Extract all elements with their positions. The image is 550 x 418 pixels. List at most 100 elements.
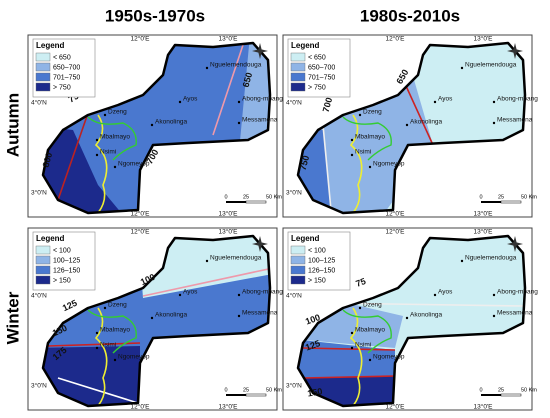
town-marker xyxy=(95,153,99,157)
town-marker xyxy=(95,331,99,335)
town-label: Ngomeyop xyxy=(373,354,405,361)
town-marker xyxy=(237,293,241,297)
town-label: Nguelemendouga xyxy=(465,62,517,69)
legend-swatch xyxy=(35,72,51,82)
region-border xyxy=(296,234,527,408)
river xyxy=(94,307,108,406)
town-label: Ngomeyop xyxy=(373,161,405,168)
x-axis-label: 12°0'E xyxy=(385,210,405,218)
legend-swatch xyxy=(35,255,51,265)
legend-swatch xyxy=(35,62,51,72)
map-panel: 12°0'E 12°0'E 13°0'E 13°0'E 4°0'N 3°0'N Nguele… xyxy=(282,227,538,411)
legend-swatch xyxy=(35,275,51,285)
town-marker xyxy=(350,331,354,335)
x-axis-label: 13°0'E xyxy=(473,403,493,411)
y-axis-label: 4°0'N xyxy=(286,99,302,107)
y-axis-label: 4°0'N xyxy=(31,99,47,107)
isoline xyxy=(302,347,396,351)
town-marker xyxy=(433,100,437,104)
town-marker xyxy=(103,306,107,310)
scale-label: 25 xyxy=(243,194,249,200)
river xyxy=(349,307,363,406)
town-label: Ayos xyxy=(438,289,453,296)
scale-bar xyxy=(226,394,246,396)
town-marker xyxy=(178,293,182,297)
river xyxy=(342,116,392,161)
town-marker xyxy=(95,346,99,350)
legend-label: 100–125 xyxy=(308,257,335,264)
scale-label: 0 xyxy=(479,387,482,393)
legend-title: Legend xyxy=(291,234,320,243)
map-panel: 12°0'E 12°0'E 13°0'E 13°0'E 4°0'N 3°0'N Nguele… xyxy=(27,34,283,218)
legend-label: 650–700 xyxy=(308,64,335,71)
river xyxy=(87,309,137,354)
town-marker xyxy=(358,306,362,310)
isoline-label: 150 xyxy=(307,386,324,398)
legend-label: 126–150 xyxy=(53,267,80,274)
isoline xyxy=(57,377,139,404)
region-border xyxy=(41,234,272,408)
y-axis-label: 3°0'N xyxy=(31,189,47,197)
isoline-label: 800 xyxy=(41,151,55,168)
legend-label: > 150 xyxy=(53,277,71,284)
x-axis-label: 12°0'E xyxy=(130,210,150,218)
town-marker xyxy=(368,165,372,169)
legend-label: 701–750 xyxy=(308,74,335,81)
legend-swatch xyxy=(290,245,306,255)
x-axis-label: 12°0'E xyxy=(385,228,405,236)
x-axis-label: 12°0'E xyxy=(385,35,405,43)
town-label: Abong-mbang xyxy=(497,289,538,296)
y-axis-label: 3°0'N xyxy=(31,382,47,390)
town-marker xyxy=(237,314,241,318)
town-marker xyxy=(492,293,496,297)
compass xyxy=(507,236,523,252)
town-label: Nguelemendouga xyxy=(210,62,262,69)
isoline-label: 100 xyxy=(304,312,322,327)
town-marker xyxy=(405,316,409,320)
scale-label: 50 Km xyxy=(266,194,282,200)
town-label: Mbalmayo xyxy=(100,327,130,334)
scale-label: 50 Km xyxy=(521,194,537,200)
town-label: Ayos xyxy=(438,96,453,103)
town-marker xyxy=(433,293,437,297)
compass xyxy=(507,43,523,59)
scale-label: 25 xyxy=(243,387,249,393)
town-marker xyxy=(492,100,496,104)
x-axis-label: 13°0'E xyxy=(473,35,493,43)
x-axis-label: 12°0'E xyxy=(130,228,150,236)
legend-swatch xyxy=(35,245,51,255)
column-header: 1950s-1970s xyxy=(105,6,205,25)
town-marker xyxy=(358,113,362,117)
town-label: Akonolinga xyxy=(155,119,188,126)
legend-swatch xyxy=(35,265,51,275)
town-marker xyxy=(237,100,241,104)
x-axis-label: 13°0'E xyxy=(218,228,238,236)
town-label: Mbalmayo xyxy=(355,327,385,334)
region-border xyxy=(296,41,527,215)
scale-bar xyxy=(245,200,267,204)
town-label: Ngomeyop xyxy=(118,354,150,361)
row-label: Autumn xyxy=(3,93,22,157)
legend-label: < 650 xyxy=(308,54,326,61)
town-label: Messamena xyxy=(497,117,533,124)
scale-bar xyxy=(245,393,267,397)
town-marker xyxy=(150,123,154,127)
legend-label: 650–700 xyxy=(53,64,80,71)
scale-label: 0 xyxy=(479,194,482,200)
town-label: Nguelemendouga xyxy=(465,255,517,262)
town-marker xyxy=(95,138,99,142)
town-marker xyxy=(368,358,372,362)
x-axis-label: 12°0'E xyxy=(385,403,405,411)
legend-label: > 750 xyxy=(308,84,326,91)
legend-label: > 750 xyxy=(53,84,71,91)
town-label: Akonolinga xyxy=(410,312,443,319)
isoline-label: 700 xyxy=(321,96,335,113)
town-label: Nsimi xyxy=(355,149,371,156)
zone xyxy=(138,236,270,298)
town-label: Akonolinga xyxy=(410,119,443,126)
legend-label: < 100 xyxy=(308,247,326,254)
river xyxy=(349,114,363,213)
town-label: Nguelemendouga xyxy=(210,255,262,262)
compass xyxy=(252,43,268,59)
